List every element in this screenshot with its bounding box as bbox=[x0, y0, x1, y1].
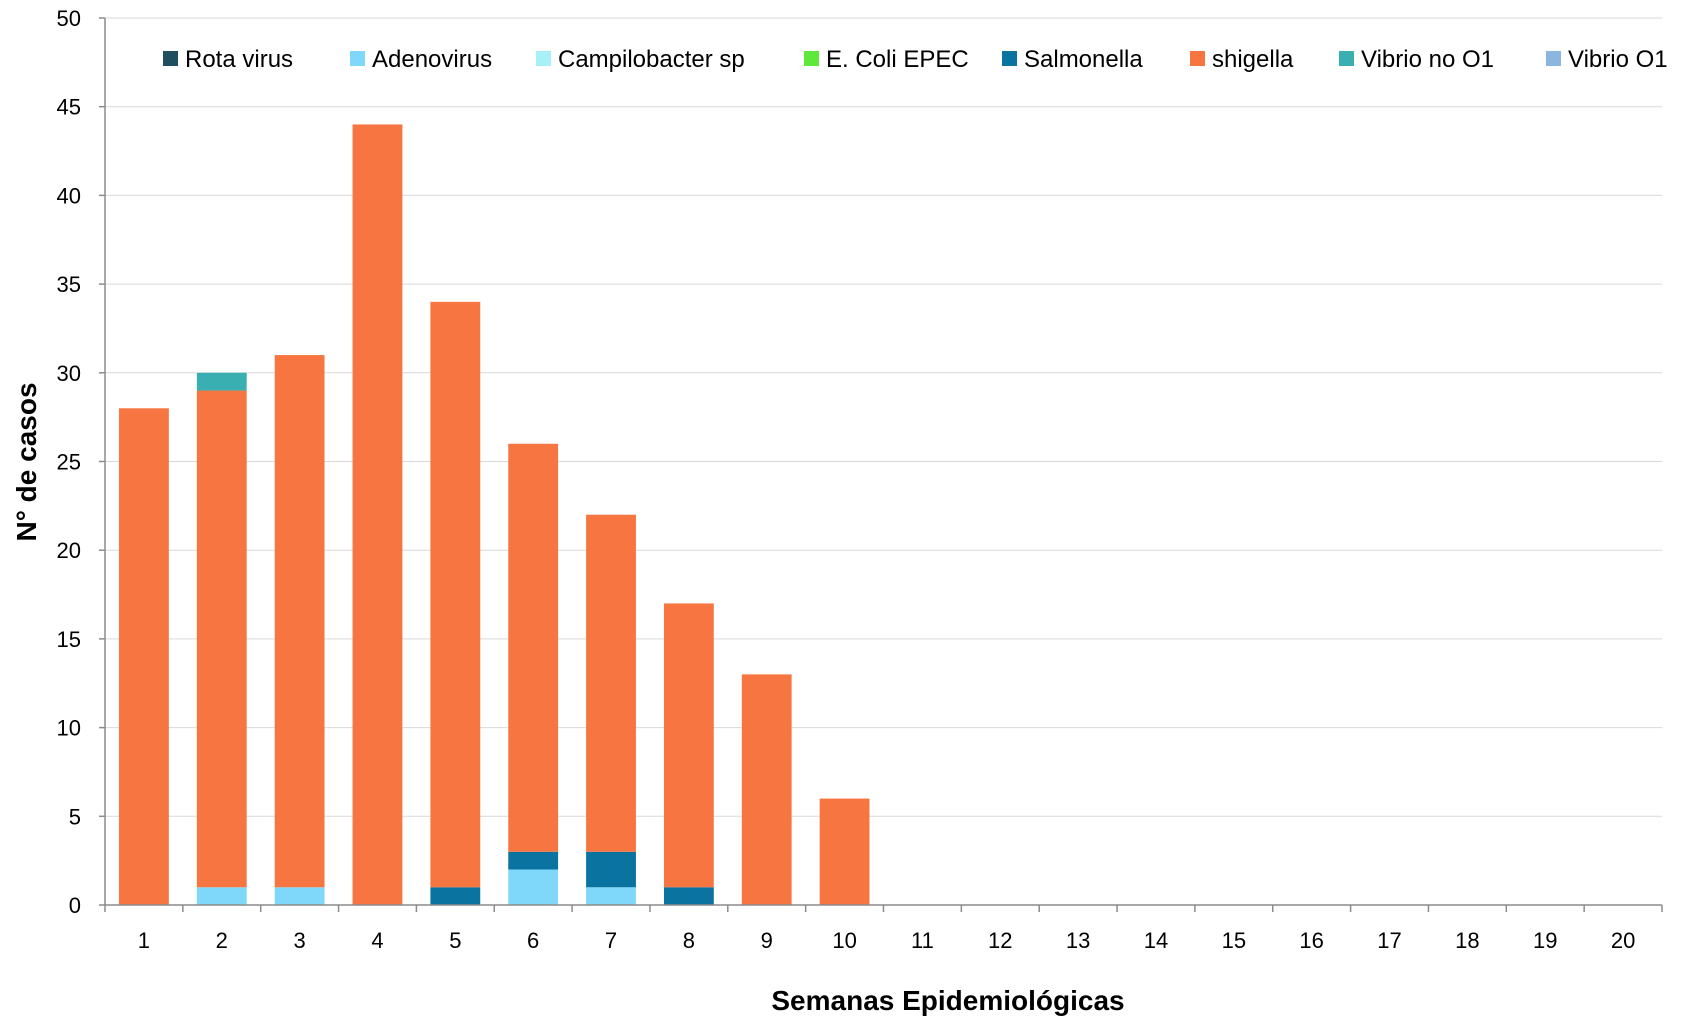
legend-swatch bbox=[804, 51, 819, 66]
legend-item: Adenovirus bbox=[350, 46, 492, 73]
legend-label: Salmonella bbox=[1024, 46, 1143, 73]
bar-segment bbox=[508, 869, 559, 905]
bars bbox=[119, 124, 870, 905]
bar-segment bbox=[741, 674, 792, 905]
bar-segment bbox=[274, 887, 325, 905]
legend-label: Vibrio no O1 bbox=[1361, 46, 1494, 73]
bar-segment bbox=[196, 372, 247, 391]
y-tick-label: 0 bbox=[69, 893, 81, 918]
x-tick-label: 3 bbox=[294, 928, 306, 953]
x-tick-label: 2 bbox=[216, 928, 228, 953]
x-axis-title: Semanas Epidemiológicas bbox=[771, 985, 1124, 1016]
legend-swatch bbox=[1339, 51, 1354, 66]
y-tick-label: 45 bbox=[57, 95, 81, 120]
x-tick-label: 8 bbox=[683, 928, 695, 953]
x-tick-label: 9 bbox=[761, 928, 773, 953]
x-tick-label: 15 bbox=[1222, 928, 1246, 953]
y-tick-label: 5 bbox=[69, 804, 81, 829]
legend-swatch bbox=[536, 51, 551, 66]
bar-segment bbox=[352, 124, 403, 905]
y-tick-label: 20 bbox=[57, 538, 81, 563]
y-tick-label: 50 bbox=[57, 6, 81, 31]
x-tick-label: 7 bbox=[605, 928, 617, 953]
bar-segment bbox=[196, 390, 247, 888]
legend-label: Vibrio O1 bbox=[1568, 46, 1668, 73]
legend: Rota virus Adenovirus Campilobacter sp E. C… bbox=[163, 46, 1668, 73]
bar-segment bbox=[586, 887, 636, 905]
legend-label: shigella bbox=[1212, 46, 1294, 73]
x-tick-label: 5 bbox=[449, 928, 461, 953]
legend-item: shigella bbox=[1190, 46, 1294, 73]
x-tick-label: 13 bbox=[1066, 928, 1090, 953]
x-tick-label: 10 bbox=[832, 928, 856, 953]
x-tick-label: 17 bbox=[1377, 928, 1401, 953]
bar-segment bbox=[119, 408, 169, 905]
legend-swatch bbox=[1190, 51, 1205, 66]
legend-label: E. Coli EPEC bbox=[826, 46, 969, 73]
legend-label: Campilobacter sp bbox=[558, 46, 745, 73]
x-tick-label: 12 bbox=[988, 928, 1012, 953]
y-tick-label: 35 bbox=[57, 272, 81, 297]
bar-segment bbox=[430, 887, 481, 905]
bar-segment bbox=[586, 514, 636, 852]
y-tick-label: 40 bbox=[57, 183, 81, 208]
legend-item: E. Coli EPEC bbox=[804, 46, 969, 73]
y-tick-label: 15 bbox=[57, 627, 81, 652]
legend-item: Campilobacter sp bbox=[536, 46, 745, 73]
bar-segment bbox=[586, 851, 636, 888]
bar-segment bbox=[196, 887, 247, 905]
x-tick-label: 19 bbox=[1533, 928, 1557, 953]
gridlines bbox=[105, 17, 1662, 817]
bar-segment bbox=[663, 887, 714, 905]
bar-segment bbox=[819, 798, 870, 905]
y-tick-label: 25 bbox=[57, 450, 81, 475]
x-tick-label: 18 bbox=[1455, 928, 1479, 953]
bar-segment bbox=[508, 851, 559, 870]
y-axis-title: N° de casos bbox=[11, 382, 42, 541]
legend-label: Rota virus bbox=[185, 46, 293, 73]
x-tick-label: 6 bbox=[527, 928, 539, 953]
x-tick-label: 11 bbox=[911, 928, 934, 953]
bar-segment bbox=[508, 443, 559, 852]
legend-swatch bbox=[350, 51, 365, 66]
y-tick-label: 10 bbox=[57, 716, 81, 741]
x-tick-label: 4 bbox=[371, 928, 383, 953]
legend-label: Adenovirus bbox=[372, 46, 492, 73]
x-tick-label: 1 bbox=[138, 928, 150, 953]
legend-swatch bbox=[1546, 51, 1561, 66]
x-tick-label: 20 bbox=[1611, 928, 1635, 953]
legend-item: Rota virus bbox=[163, 46, 293, 73]
bar-segment bbox=[663, 603, 714, 888]
bar-segment bbox=[274, 355, 325, 888]
legend-item: Salmonella bbox=[1002, 46, 1143, 73]
x-tick-label: 14 bbox=[1144, 928, 1168, 953]
legend-item: Vibrio O1 bbox=[1546, 46, 1668, 73]
x-tick-label: 16 bbox=[1299, 928, 1323, 953]
legend-swatch bbox=[163, 51, 178, 66]
legend-swatch bbox=[1002, 51, 1017, 66]
y-tick-label: 30 bbox=[57, 361, 81, 386]
legend-item: Vibrio no O1 bbox=[1339, 46, 1494, 73]
bar-segment bbox=[430, 301, 481, 888]
